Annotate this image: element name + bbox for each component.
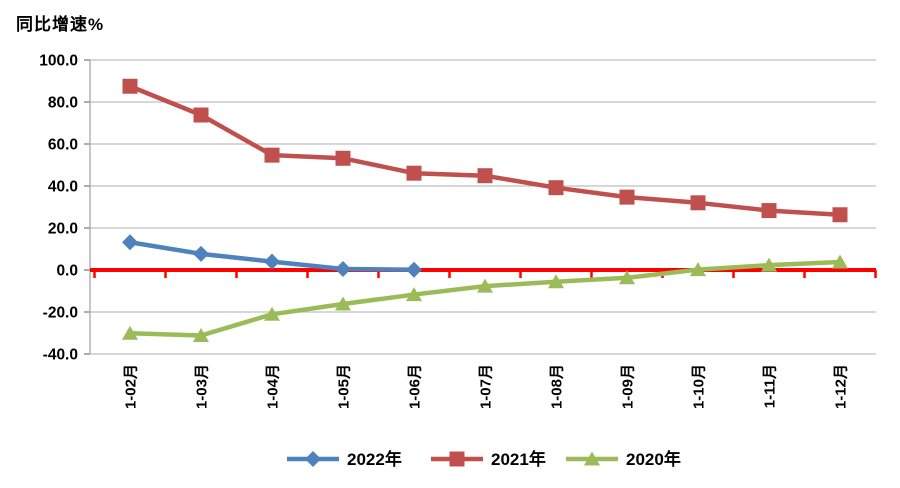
marker-2021年 [548,180,564,196]
marker-2022年 [193,245,209,262]
marker-2021年 [406,165,422,181]
series-line-2021年 [129,84,841,218]
legend-item-2021年: 2021年 [431,449,546,469]
y-tick-label: 40.0 [48,179,78,196]
x-tick-label: 1-12月 [833,364,850,409]
marker-2020年 [406,287,422,302]
marker-2021年 [619,189,635,205]
x-tick-label: 1-06月 [407,364,424,409]
legend-label-2022年: 2022年 [347,449,402,469]
marker-2020年 [690,262,706,277]
x-tick-label: 1-05月 [336,364,353,409]
y-tick-label: 20.0 [48,221,78,238]
marker-2021年 [690,195,706,211]
x-tick-label: 1-03月 [194,364,211,409]
marker-2020年 [477,278,493,293]
chart-title: 同比增速% [16,15,105,34]
y-tick-label: 0.0 [56,263,78,280]
marker-2020年 [548,274,564,289]
x-tick-label: 1-08月 [549,364,566,409]
y-tick-label: 60.0 [48,137,78,154]
marker-2021年 [264,147,280,163]
marker-2020年 [761,257,777,272]
marker-2022年 [335,260,351,277]
marker-2020年 [122,325,138,340]
x-tick-label: 1-04月 [265,364,282,409]
marker-2021年 [477,168,493,184]
x-tick-label: 1-11月 [762,364,779,408]
legend-item-2022年: 2022年 [287,449,402,469]
x-tick-label: 1-10月 [691,364,708,409]
marker-2021年 [193,107,209,123]
marker-2020年 [619,270,635,285]
legend-label-2020年: 2020年 [626,449,681,469]
legend-item-2020年: 2020年 [566,449,681,469]
y-tick-label: -20.0 [43,305,78,322]
marker-2020年 [335,296,351,311]
marker-2021年 [335,150,351,166]
marker-2021年 [832,207,848,223]
marker-2021年 [122,78,138,94]
legend-diamond-icon [305,451,321,467]
x-tick-label: 1-09月 [620,364,637,409]
marker-2020年 [193,328,209,343]
x-tick-label: 1-02月 [123,364,140,409]
marker-2021年 [761,203,777,219]
marker-2022年 [264,253,280,270]
legend-square-icon [449,451,465,467]
x-tick-label: 1-07月 [478,364,495,409]
marker-2022年 [406,261,422,278]
y-tick-label: 80.0 [48,95,78,112]
marker-2020年 [832,254,848,269]
y-tick-label: 100.0 [39,53,78,70]
y-tick-label: -40.0 [43,347,78,364]
marker-2022年 [122,234,138,251]
legend-label-2021年: 2021年 [491,449,546,469]
marker-2020年 [264,306,280,321]
legend-triangle-icon [584,451,600,466]
